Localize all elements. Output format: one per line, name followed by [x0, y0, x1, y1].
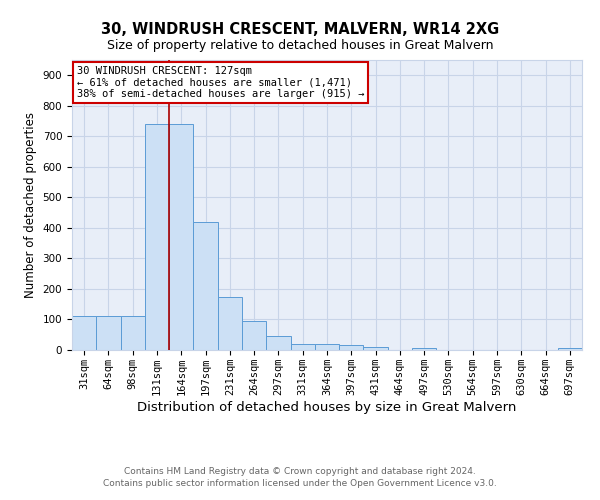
X-axis label: Distribution of detached houses by size in Great Malvern: Distribution of detached houses by size …: [137, 400, 517, 413]
Text: Contains HM Land Registry data © Crown copyright and database right 2024.: Contains HM Land Registry data © Crown c…: [124, 468, 476, 476]
Text: 30, WINDRUSH CRESCENT, MALVERN, WR14 2XG: 30, WINDRUSH CRESCENT, MALVERN, WR14 2XG: [101, 22, 499, 38]
Text: Contains public sector information licensed under the Open Government Licence v3: Contains public sector information licen…: [103, 479, 497, 488]
Text: 30 WINDRUSH CRESCENT: 127sqm
← 61% of detached houses are smaller (1,471)
38% of: 30 WINDRUSH CRESCENT: 127sqm ← 61% of de…: [77, 66, 365, 99]
Bar: [315, 344, 339, 350]
Bar: [121, 316, 145, 350]
Bar: [290, 344, 315, 350]
Bar: [412, 348, 436, 350]
Bar: [96, 316, 121, 350]
Y-axis label: Number of detached properties: Number of detached properties: [24, 112, 37, 298]
Bar: [218, 296, 242, 350]
Bar: [169, 124, 193, 350]
Bar: [364, 347, 388, 350]
Text: Size of property relative to detached houses in Great Malvern: Size of property relative to detached ho…: [107, 39, 493, 52]
Bar: [72, 316, 96, 350]
Bar: [242, 321, 266, 350]
Bar: [339, 346, 364, 350]
Bar: [266, 336, 290, 350]
Bar: [193, 222, 218, 350]
Bar: [145, 124, 169, 350]
Bar: [558, 348, 582, 350]
